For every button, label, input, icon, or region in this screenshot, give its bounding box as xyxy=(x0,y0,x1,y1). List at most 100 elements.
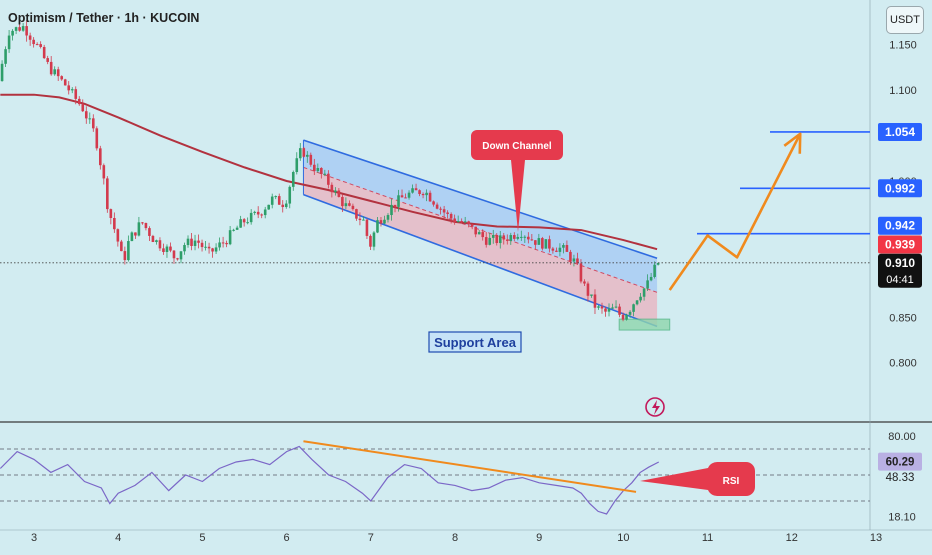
candle-body xyxy=(274,196,278,198)
candle-body xyxy=(572,258,576,262)
candle-body xyxy=(84,111,88,119)
candle-body xyxy=(81,104,85,112)
candle-body xyxy=(411,188,414,193)
candle-body xyxy=(509,235,513,241)
candle-body xyxy=(239,219,242,228)
candle-body xyxy=(327,173,330,185)
candle-body xyxy=(63,79,67,86)
time-tick-label: 5 xyxy=(199,532,205,544)
candle-body xyxy=(228,230,232,245)
candle-body xyxy=(376,220,379,233)
candle-body xyxy=(383,219,386,224)
candle-body xyxy=(32,39,35,45)
candle-body xyxy=(309,154,313,165)
channel-upper-line xyxy=(303,139,658,260)
time-tick-label: 11 xyxy=(702,532,713,544)
time-tick-label: 8 xyxy=(452,532,458,544)
candle-body xyxy=(607,308,611,312)
candle-body xyxy=(256,211,260,215)
rsi-line xyxy=(0,445,660,515)
support-area-zone xyxy=(618,318,671,331)
candle-body xyxy=(106,178,109,210)
candle-body xyxy=(242,219,246,223)
candles-group xyxy=(0,20,660,322)
candle-body xyxy=(600,306,604,309)
candle-body xyxy=(484,237,488,245)
candle-body xyxy=(7,35,11,50)
candle-body xyxy=(14,27,18,31)
flash-icon xyxy=(645,397,665,417)
candle-body xyxy=(491,234,495,238)
candle-body xyxy=(569,251,572,262)
candle-body xyxy=(74,89,78,99)
candle-body xyxy=(176,258,179,260)
candle-body xyxy=(621,314,625,320)
candle-body xyxy=(460,221,463,223)
candle-body xyxy=(18,27,21,31)
candle-body xyxy=(611,307,614,309)
rsi-trendline xyxy=(303,440,637,493)
candle-body xyxy=(432,201,435,205)
time-tick-label: 6 xyxy=(284,532,290,544)
candle-body xyxy=(477,232,481,235)
candle-body xyxy=(597,306,600,308)
candle-body xyxy=(512,235,516,239)
candle-body xyxy=(42,46,46,59)
candle-body xyxy=(495,234,499,244)
candle-body xyxy=(169,246,172,251)
candle-body xyxy=(313,164,316,172)
candle-body xyxy=(190,238,193,246)
candle-body xyxy=(46,58,49,62)
candle-body xyxy=(183,245,186,252)
candle-body xyxy=(316,168,320,172)
candle-body xyxy=(421,194,425,196)
price-tick-label: 0.800 xyxy=(889,358,917,370)
price-level-tag xyxy=(878,179,922,198)
candle-body xyxy=(579,263,583,282)
current-price-label: 0.910 xyxy=(885,256,915,270)
candle-body xyxy=(355,209,358,219)
candle-body xyxy=(541,238,544,249)
candle-body xyxy=(95,128,99,149)
candle-body xyxy=(186,238,190,246)
candle-body xyxy=(288,186,292,204)
price-tick-label: 1.150 xyxy=(889,40,917,52)
candle-body xyxy=(214,247,218,252)
candle-body xyxy=(456,221,460,223)
time-tick-label: 3 xyxy=(31,532,37,544)
candle-body xyxy=(520,236,523,238)
time-tick-label: 10 xyxy=(617,532,629,544)
down-channel-label: Down Channel xyxy=(482,141,552,152)
candle-body xyxy=(618,306,621,315)
candle-body xyxy=(253,211,256,213)
price-level-label: 1.054 xyxy=(885,125,915,139)
candle-body xyxy=(91,118,95,129)
candle-body xyxy=(344,203,348,207)
candle-body xyxy=(534,240,537,245)
candle-body xyxy=(481,232,485,238)
time-tick-label: 4 xyxy=(115,532,121,544)
candle-body xyxy=(435,204,439,209)
candle-body xyxy=(323,173,327,175)
candle-body xyxy=(11,30,14,36)
candle-body xyxy=(358,218,362,221)
time-tick-label: 9 xyxy=(536,532,542,544)
candle-body xyxy=(397,195,400,207)
candle-body xyxy=(263,209,267,216)
quote-currency-button[interactable]: USDT xyxy=(886,6,924,34)
candle-body xyxy=(467,221,470,225)
candle-body xyxy=(646,280,649,289)
candle-body xyxy=(225,242,228,245)
candle-body xyxy=(562,245,565,248)
candle-body xyxy=(362,219,365,221)
candle-body xyxy=(116,229,120,242)
candle-body xyxy=(488,237,492,245)
candle-body xyxy=(211,248,214,252)
candle-body xyxy=(446,212,449,214)
price-level-tag xyxy=(878,122,922,141)
candle-body xyxy=(425,192,428,196)
rsi-callout-label: RSI xyxy=(723,476,740,487)
candle-body xyxy=(449,213,453,219)
